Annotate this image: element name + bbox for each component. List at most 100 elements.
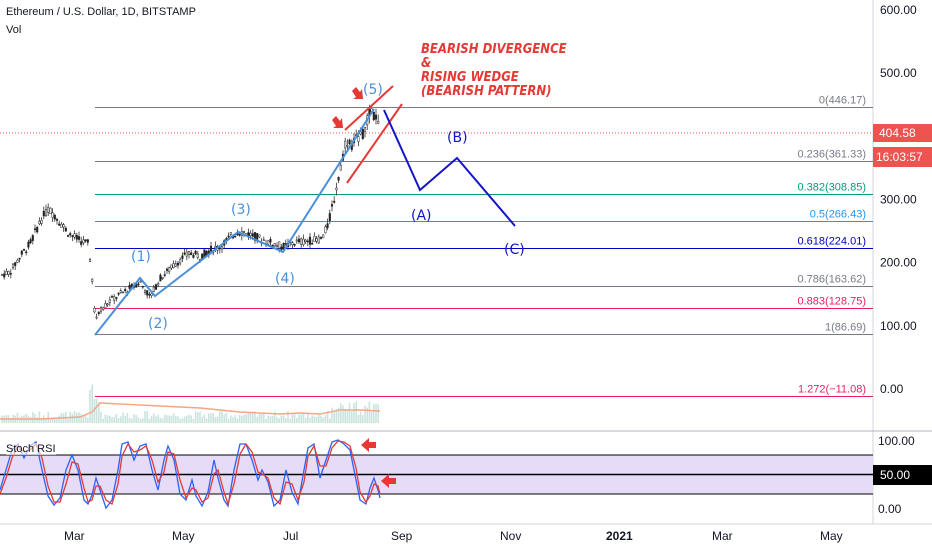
wedge-lower-line[interactable] [346, 103, 403, 184]
candle [3, 273, 6, 278]
volume-bar [256, 416, 258, 423]
bearish-annotation: BEARISH DIVERGENCE & RISING WEDGE (BEARI… [421, 43, 567, 99]
volume-bar [225, 412, 228, 423]
candle [55, 219, 59, 221]
volume-bar [170, 415, 173, 423]
volume-bar [150, 416, 153, 423]
candle [291, 242, 294, 245]
candle [117, 292, 120, 295]
volume-bar [100, 411, 102, 423]
candle [337, 177, 340, 181]
volume-bar [302, 412, 305, 423]
volume-bar [84, 415, 87, 423]
volume-bar [258, 412, 261, 423]
volume-bar [214, 417, 217, 423]
fib-level-label: 0.382(308.85) [798, 182, 867, 194]
elliott-impulse-path[interactable] [94, 108, 375, 336]
wave-label-1: (1) [131, 249, 151, 265]
volume-bar [366, 407, 368, 423]
volume-bar [227, 418, 230, 423]
volume-bar [342, 405, 344, 423]
volume-bar [364, 405, 366, 423]
candle [60, 223, 63, 228]
last-price-value: 404.58 [879, 126, 916, 140]
candle [335, 187, 338, 191]
candle [53, 214, 56, 220]
fib-retracement[interactable]: 0(446.17) 0.236(361.33) 0.382(308.85) 0.5(2… [95, 95, 873, 397]
volume-bar [164, 414, 166, 423]
volume-bar [271, 415, 274, 423]
candle [58, 223, 61, 226]
candle [196, 253, 199, 258]
candle [143, 290, 147, 293]
volume-bar [95, 398, 98, 423]
candle [20, 250, 23, 255]
volume-bar [265, 418, 267, 423]
candle [11, 263, 15, 269]
volume-bar [166, 415, 168, 423]
annotation-line: & [421, 56, 432, 71]
volume-bar [102, 418, 104, 423]
volume-bar [146, 411, 148, 423]
volume-bar [340, 403, 342, 423]
candle [64, 227, 67, 232]
candle [308, 236, 312, 245]
volume-bar [320, 416, 322, 423]
candle [251, 233, 254, 237]
volume-bar [71, 413, 74, 423]
candle [80, 241, 83, 245]
candle [293, 244, 296, 246]
volume-bar [296, 417, 298, 423]
candle [176, 262, 180, 266]
candle [141, 285, 144, 288]
time-axis[interactable]: Mar May Jul Sep Nov 2021 Mar May [64, 529, 843, 543]
candle [249, 232, 252, 236]
volume-bar [298, 414, 300, 423]
osc-tick-50: 50.00 [880, 468, 910, 482]
wedge-upper-line[interactable] [344, 85, 394, 131]
volume-bar [236, 418, 239, 423]
volume-bar [260, 412, 263, 423]
volume-bar [329, 418, 331, 423]
volume-bar [47, 412, 49, 423]
candle [47, 207, 50, 213]
countdown-tag [873, 147, 932, 167]
time-label: 2021 [606, 529, 633, 543]
stoch-rsi-d-line [0, 440, 381, 507]
volume-bar [278, 418, 280, 423]
volume-bar [32, 412, 34, 423]
candle [269, 239, 272, 243]
volume-bar [318, 414, 320, 423]
candle [346, 145, 349, 147]
candle [311, 243, 314, 245]
candle [161, 276, 164, 279]
volume-bar [223, 414, 225, 423]
time-label: Jul [283, 529, 298, 543]
candle [183, 252, 186, 255]
volume-bar [221, 411, 223, 423]
price-tick-label: 200.00 [880, 256, 917, 270]
volume-bar [49, 418, 52, 423]
volume-bar [104, 414, 107, 423]
volume-bar [208, 413, 210, 423]
candle [113, 296, 116, 301]
candle [27, 241, 30, 248]
volume-bar [370, 411, 373, 423]
candle [93, 307, 96, 313]
volume-bar [293, 413, 296, 423]
candle [284, 243, 287, 245]
volume-bar [126, 412, 129, 423]
candle [313, 235, 316, 242]
elliott-corrective-path[interactable] [383, 109, 516, 227]
candle [315, 238, 318, 242]
main-pane[interactable] [0, 0, 873, 524]
symbol-title[interactable]: Ethereum / U.S. Dollar, 1D, BITSTAMP [6, 6, 196, 18]
last-price-tag [873, 124, 932, 142]
volume-bar [203, 414, 206, 423]
candle [168, 267, 171, 272]
volume-bar [177, 416, 179, 423]
candle [333, 200, 336, 203]
volume-bar [106, 415, 109, 423]
time-label: May [172, 529, 195, 543]
